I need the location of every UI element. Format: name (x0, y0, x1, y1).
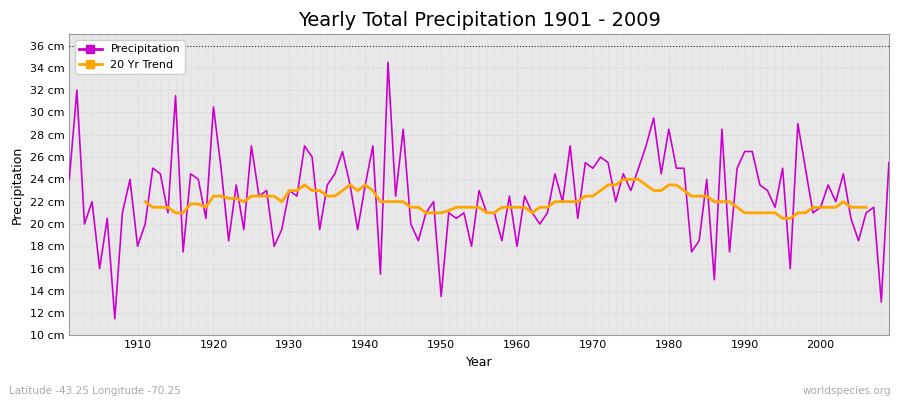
Y-axis label: Precipitation: Precipitation (11, 146, 24, 224)
X-axis label: Year: Year (466, 356, 492, 369)
Text: Latitude -43.25 Longitude -70.25: Latitude -43.25 Longitude -70.25 (9, 386, 181, 396)
Legend: Precipitation, 20 Yr Trend: Precipitation, 20 Yr Trend (75, 40, 184, 74)
Title: Yearly Total Precipitation 1901 - 2009: Yearly Total Precipitation 1901 - 2009 (298, 11, 661, 30)
Text: worldspecies.org: worldspecies.org (803, 386, 891, 396)
